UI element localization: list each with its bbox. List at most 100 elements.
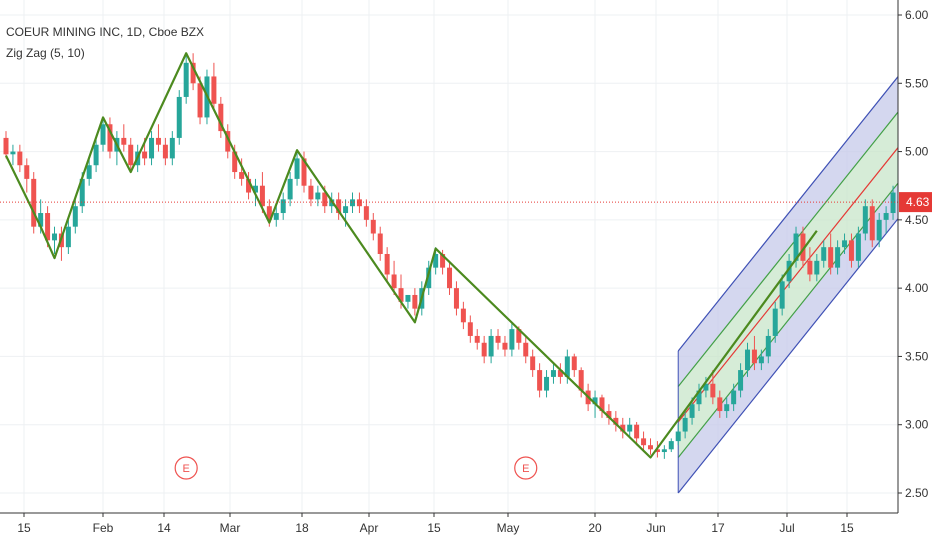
candle-body (710, 383, 716, 398)
candle-body (287, 178, 293, 200)
candle-body (142, 151, 148, 159)
candle-body (772, 308, 778, 336)
candle (599, 394, 605, 418)
candle-body (647, 445, 653, 450)
candle-body (252, 185, 258, 193)
candle-body (259, 185, 265, 207)
x-tick-label: May (497, 521, 520, 535)
candle-body (10, 151, 16, 155)
y-tick-label: 3.00 (905, 418, 929, 432)
candle (460, 301, 466, 330)
candle-body (835, 247, 841, 268)
zigzag-line (5, 52, 818, 459)
candle (350, 192, 355, 214)
candle-body (45, 213, 51, 241)
candle-body (530, 356, 536, 371)
candle (294, 151, 300, 186)
candle (474, 329, 480, 350)
candle (356, 192, 362, 214)
candle-body (211, 76, 217, 104)
candle-body (516, 329, 522, 343)
candle (800, 226, 806, 268)
candle (287, 172, 293, 207)
candle-body (564, 356, 570, 377)
candle (190, 53, 196, 91)
candle-body (433, 254, 439, 268)
candle (155, 124, 161, 152)
candle (717, 390, 723, 418)
candle (828, 233, 834, 275)
candle (488, 329, 494, 364)
candle-body (412, 294, 418, 309)
candle (176, 90, 182, 145)
candle-body (828, 247, 834, 268)
candle (162, 137, 168, 166)
y-tick-label: 5.50 (905, 76, 929, 90)
candle (675, 424, 681, 446)
candle (370, 213, 376, 241)
candle (876, 213, 882, 248)
candle-body (696, 390, 702, 405)
candle (183, 55, 189, 104)
earnings-circle (514, 456, 538, 480)
candle (31, 172, 37, 234)
candle-body (149, 137, 155, 159)
x-tick-label: 15 (427, 521, 441, 535)
candle-body (280, 199, 286, 214)
candle (772, 301, 778, 343)
candle (239, 158, 245, 186)
candle (724, 397, 730, 418)
candle (453, 281, 459, 316)
candle (738, 363, 744, 398)
candle-body (793, 233, 799, 261)
candle (848, 233, 854, 268)
y-tick-label: 4.50 (905, 213, 929, 227)
x-tick-label: Jul (779, 521, 794, 535)
candle (696, 383, 702, 412)
candle-body (370, 219, 376, 234)
candle (751, 335, 757, 371)
candle (606, 404, 612, 425)
candle-body (689, 404, 695, 418)
candle-body (481, 342, 487, 357)
candle-body (162, 144, 168, 159)
channel-outer-band (678, 39, 928, 387)
candle-body (779, 281, 785, 309)
candle-body (308, 185, 314, 200)
candle-body (128, 144, 134, 166)
candle-body (301, 158, 307, 186)
candle-body (169, 137, 175, 159)
candle-body (356, 199, 362, 207)
candle (537, 363, 543, 398)
candle-body (821, 247, 827, 261)
candle (93, 137, 99, 173)
candle (641, 431, 647, 453)
candle-body (24, 165, 30, 179)
candle-body (738, 370, 744, 391)
candle-body (65, 226, 71, 248)
candle-body (613, 417, 619, 425)
candle-body (786, 260, 792, 282)
candle (467, 315, 473, 343)
candle (682, 411, 688, 439)
candle (246, 172, 252, 200)
earnings-label: E (522, 463, 529, 475)
candle-body (724, 404, 730, 412)
earnings-marker: E (174, 456, 198, 480)
y-axis-bg (898, 0, 932, 550)
candle-body (232, 151, 238, 173)
earnings-marker: E (514, 456, 538, 480)
candle-body (765, 335, 771, 357)
candle (661, 445, 667, 459)
candle-body (190, 62, 196, 84)
candle-body (377, 233, 383, 254)
candle (550, 363, 556, 384)
candle-body (641, 438, 647, 446)
candle (391, 260, 397, 295)
candle-body (322, 192, 328, 207)
y-tick-label: 4.00 (905, 281, 929, 295)
candle (835, 240, 841, 275)
candle-body (654, 449, 660, 453)
